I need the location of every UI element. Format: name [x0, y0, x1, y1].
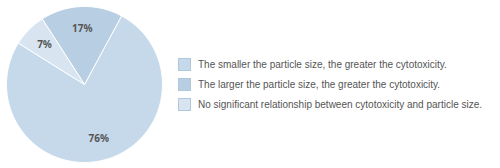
- html-text:The smaller the particle size,: The smaller the particle size, the great…: [198, 58, 447, 70]
- html-text:The larger the particle size,: The larger the particle size, the greate…: [198, 78, 441, 90]
- html-text:No significant relationship be: No significant relationship between cyto…: [198, 98, 482, 110]
- svg-text:17%: 17%: [72, 21, 92, 35]
- svg-text:7%: 7%: [37, 37, 52, 51]
- svg-text:76%: 76%: [89, 131, 109, 145]
